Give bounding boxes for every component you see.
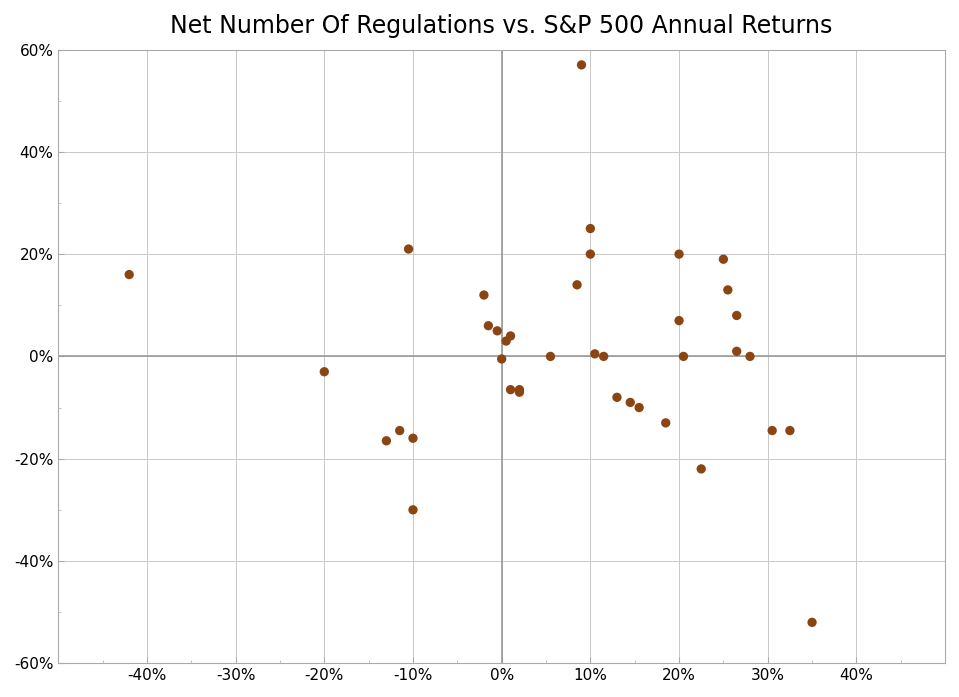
Point	[729, 310, 744, 321]
Point	[512, 387, 527, 398]
Point	[583, 223, 598, 234]
Point	[671, 249, 687, 260]
Point	[583, 249, 598, 260]
Point	[406, 504, 421, 515]
Point	[715, 254, 731, 265]
Point	[406, 433, 421, 444]
Point	[729, 346, 744, 357]
Point	[573, 59, 589, 70]
Point	[596, 351, 611, 362]
Point	[671, 315, 687, 326]
Point	[609, 392, 624, 403]
Point	[631, 402, 646, 413]
Point	[379, 435, 394, 446]
Point	[543, 351, 558, 362]
Title: Net Number Of Regulations vs. S&P 500 Annual Returns: Net Number Of Regulations vs. S&P 500 An…	[171, 14, 832, 38]
Point	[316, 366, 332, 377]
Point	[783, 425, 798, 436]
Point	[503, 330, 518, 342]
Point	[720, 284, 736, 296]
Point	[764, 425, 780, 436]
Point	[477, 289, 492, 300]
Point	[658, 418, 673, 429]
Point	[742, 351, 758, 362]
Point	[693, 464, 709, 475]
Point	[392, 425, 408, 436]
Point	[499, 335, 514, 346]
Point	[570, 279, 585, 291]
Point	[805, 617, 820, 628]
Point	[490, 325, 505, 337]
Point	[512, 384, 527, 395]
Point	[622, 397, 638, 408]
Point	[480, 320, 496, 331]
Point	[587, 348, 602, 360]
Point	[676, 351, 691, 362]
Point	[494, 353, 509, 365]
Point	[401, 243, 416, 254]
Point	[122, 269, 137, 280]
Point	[503, 384, 518, 395]
